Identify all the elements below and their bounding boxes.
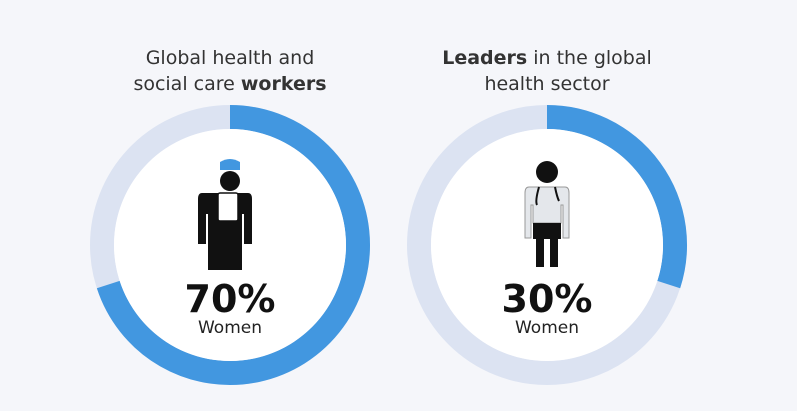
donut-arc xyxy=(546,105,687,289)
doctor-leg xyxy=(550,239,558,267)
donut-center xyxy=(431,129,663,361)
title-line: Global health and xyxy=(80,45,380,71)
chart-title: Global health and social care workers xyxy=(80,45,380,97)
title-line: Leaders in the global xyxy=(397,45,697,71)
nurse-head xyxy=(220,171,240,191)
sub-label: Women xyxy=(515,318,579,338)
chart-title: Leaders in the global health sector xyxy=(397,45,697,97)
title-line: social care workers xyxy=(80,71,380,97)
value-label: 70% xyxy=(185,277,276,321)
nurse-leg xyxy=(217,248,225,268)
sub-label: Women xyxy=(198,318,262,338)
icon xyxy=(524,161,570,267)
title-line: health sector xyxy=(397,71,697,97)
title-segment: Leaders xyxy=(442,47,528,69)
title-segment: health sector xyxy=(484,73,610,95)
stethoscope xyxy=(535,186,560,206)
doctor-skirt xyxy=(533,223,561,239)
nurse-cap xyxy=(220,159,240,170)
title-segment: in the global xyxy=(527,47,652,69)
icon xyxy=(198,159,252,270)
donut-arc xyxy=(96,105,370,385)
title-segment: social care xyxy=(133,73,241,95)
title-segment: workers xyxy=(240,73,327,95)
value-label: 30% xyxy=(502,277,593,321)
title-segment: Global health and xyxy=(145,47,315,69)
doctor-head xyxy=(536,161,558,183)
nurse-leg xyxy=(233,248,241,268)
doctor-leg xyxy=(536,239,544,267)
clipboard xyxy=(217,192,239,222)
